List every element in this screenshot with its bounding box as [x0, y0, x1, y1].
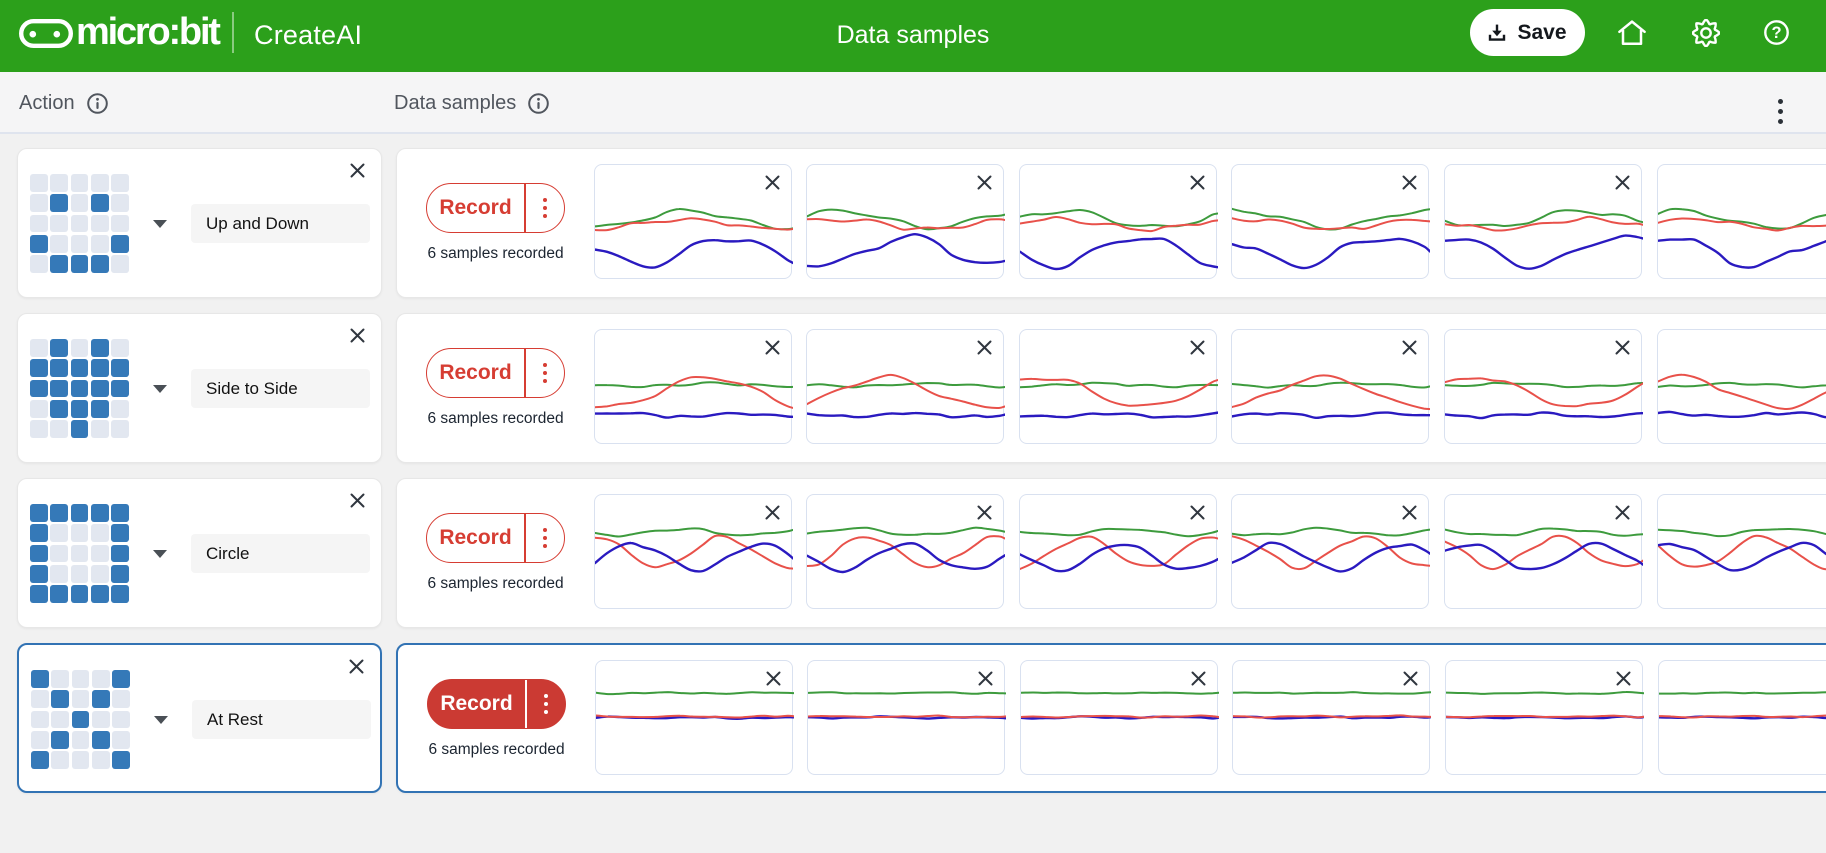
svg-text:?: ?	[1771, 24, 1781, 42]
